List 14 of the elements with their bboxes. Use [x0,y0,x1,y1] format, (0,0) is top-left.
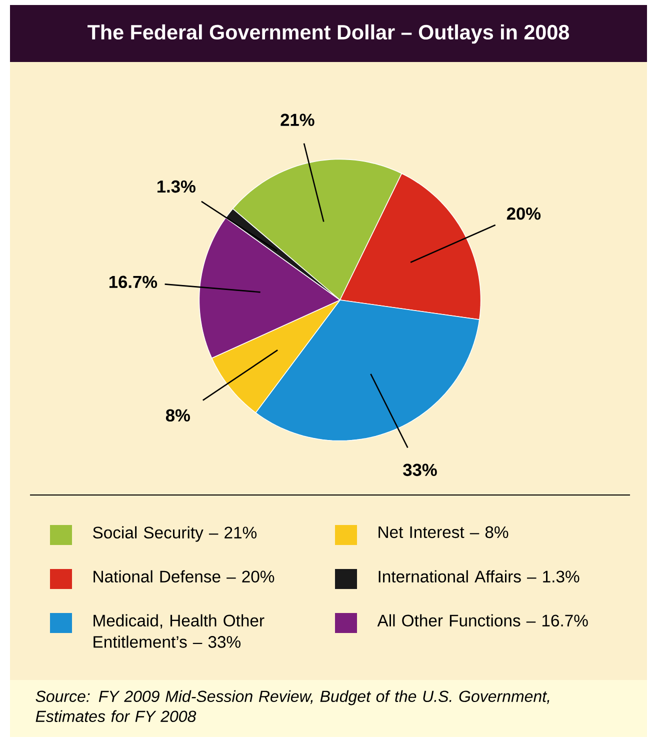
legend-label: Medicaid, Health Other Entitlement’s – 33% [94,614,264,648]
legend-label: Net Interest – 8% [378,526,508,538]
source-note: Source: FY 2009 Mid-Session Review, Budget of the U.S. Government, Estimates for FY 2008 [36,690,550,722]
legend-label: All Other Functions – 16.7% [377,614,588,627]
chart-title: The Federal Government Dollar – Outlays in 2008 [88,24,570,44]
data-label: 33% [403,464,437,476]
data-label: 20% [506,207,541,220]
data-label: 21% [280,114,314,126]
data-label: 16.7% [109,276,158,288]
data-label: 8% [166,409,190,422]
legend-label: International Affairs – 1.3% [378,570,580,583]
legend-label: Social Security – 21% [93,526,257,542]
data-label: 1.3% [157,180,196,193]
legend-label: National Defense – 20% [94,570,274,583]
